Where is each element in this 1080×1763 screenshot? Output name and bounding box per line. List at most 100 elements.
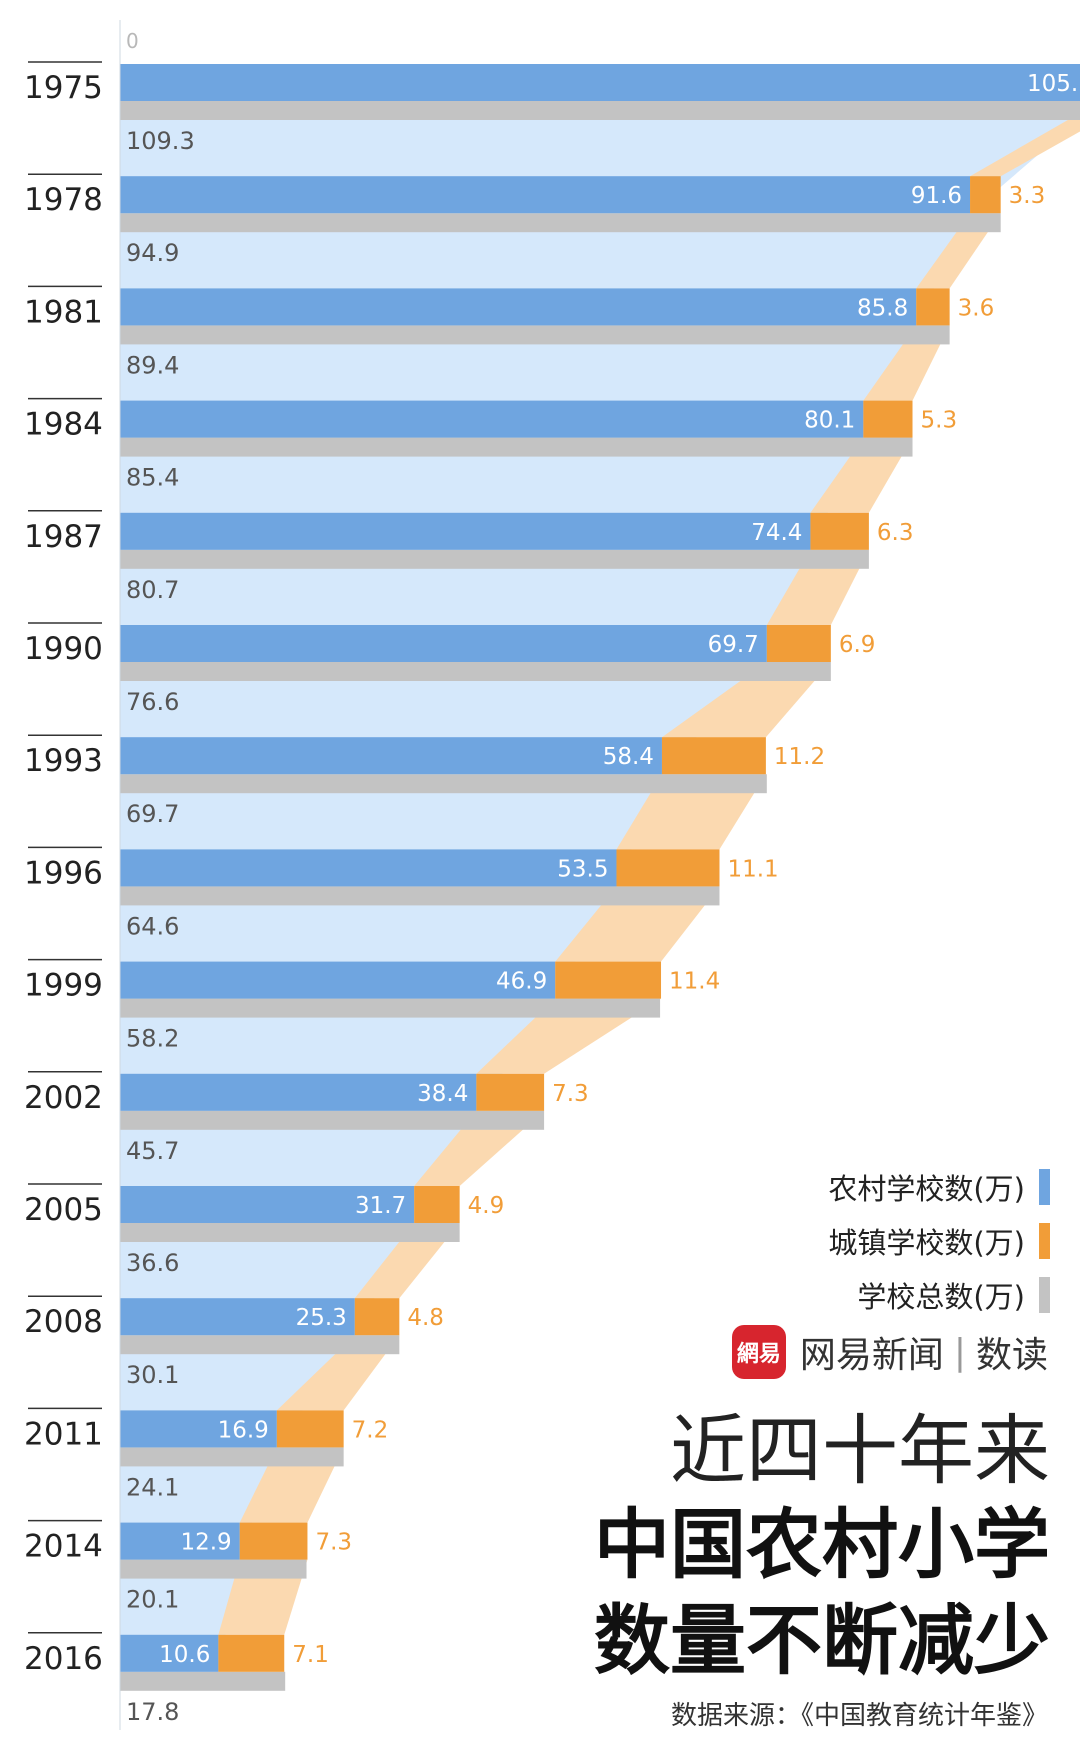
urban-bar-2002 [476, 1073, 545, 1111]
total-bar-1987 [120, 549, 869, 569]
year-label-2014: 2014 [24, 1529, 103, 1565]
total-value-label-1996: 64.6 [126, 912, 179, 940]
rural-value-label-1999: 46.9 [496, 969, 547, 995]
total-value-label-2002: 45.7 [126, 1137, 179, 1165]
urban-value-label-2002: 7.3 [552, 1081, 589, 1107]
urban-bar-1984 [863, 400, 913, 438]
rural-bar-1975 [120, 64, 1080, 101]
brand: 網易 网易新闻 | 数读 [731, 1325, 1048, 1379]
urban-value-label-1978: 3.3 [1009, 183, 1046, 209]
urban-value-label-2016: 7.1 [292, 1642, 329, 1668]
urban-bar-1993 [661, 737, 766, 775]
urban-value-label-1984: 5.3 [921, 408, 958, 434]
total-value-label-2011: 24.1 [126, 1473, 179, 1501]
year-label-1987: 1987 [24, 519, 103, 555]
rural-bar-1978 [120, 176, 971, 214]
legend-item-urban: 城镇学校数(万) [550, 1214, 1050, 1268]
year-label-1993: 1993 [24, 743, 103, 779]
total-value-label-1999: 58.2 [126, 1025, 179, 1053]
urban-value-label-1996: 11.1 [727, 856, 778, 882]
legend-swatch-rural [1039, 1169, 1050, 1205]
rural-bar-1984 [120, 400, 864, 438]
year-label-2005: 2005 [24, 1192, 103, 1228]
year-label-1981: 1981 [24, 294, 103, 330]
rural-value-label-1996: 53.5 [557, 856, 608, 882]
rural-bar-1993 [120, 737, 662, 775]
title-line-1: 近四十年来 [670, 1406, 1050, 1495]
rural-value-label-1993: 58.4 [603, 744, 654, 770]
rural-bar-1999 [120, 961, 556, 999]
rural-value-label-1981: 85.8 [857, 295, 908, 321]
title-line-3: 数量不断减少 [594, 1596, 1050, 1685]
legend-item-rural: 农村学校数(万) [550, 1160, 1050, 1214]
title-block: 近四十年来 中国农村小学 数量不断减少 [594, 1405, 1050, 1689]
legend-swatch-total [1039, 1277, 1050, 1313]
rural-bar-2005 [120, 1186, 415, 1223]
year-label-2011: 2011 [24, 1416, 103, 1452]
rural-value-label-1978: 91.6 [911, 183, 962, 209]
rural-bar-2016 [120, 1634, 219, 1672]
legend-swatch-urban [1039, 1223, 1050, 1259]
urban-value-label-2014: 7.3 [315, 1530, 352, 1556]
total-value-label-1975: 109.3 [126, 127, 195, 155]
year-label-1996: 1996 [24, 855, 103, 891]
total-bar-2005 [120, 1223, 460, 1242]
urban-value-label-2011: 7.2 [352, 1417, 389, 1443]
rural-value-label-2005: 31.7 [355, 1193, 406, 1219]
urban-bar-1990 [766, 625, 831, 662]
total-bar-1975 [120, 101, 1080, 120]
total-value-label-1981: 89.4 [126, 351, 179, 379]
year-label-1999: 1999 [24, 968, 103, 1004]
legend-label-rural: 农村学校数(万) [828, 1172, 1025, 1206]
total-value-label-1984: 85.4 [126, 464, 179, 492]
total-bar-1981 [120, 325, 950, 345]
total-bar-1990 [120, 662, 831, 681]
total-bar-2011 [120, 1447, 344, 1467]
urban-value-label-2008: 4.8 [407, 1305, 444, 1331]
urban-bar-1996 [616, 849, 720, 887]
total-bar-1978 [120, 213, 1001, 233]
urban-bar-1999 [555, 961, 662, 999]
total-value-label-1978: 94.9 [126, 239, 179, 267]
rural-value-label-1990: 69.7 [708, 632, 759, 658]
total-bar-2016 [120, 1671, 286, 1691]
year-label-1978: 1978 [24, 182, 103, 218]
urban-bar-2016 [218, 1634, 285, 1672]
rural-bar-2008 [120, 1298, 355, 1336]
urban-bar-1978 [970, 176, 1001, 214]
year-label-1990: 1990 [24, 631, 103, 667]
zero-axis-label: 0 [126, 29, 139, 53]
total-bar-2014 [120, 1559, 307, 1579]
legend-item-total: 学校总数(万) [550, 1268, 1050, 1322]
brand-name: 网易新闻 [799, 1335, 944, 1376]
rural-value-label-2014: 12.9 [180, 1530, 231, 1556]
urban-bar-2005 [414, 1186, 460, 1223]
urban-value-label-2005: 4.9 [468, 1193, 505, 1219]
year-label-1975: 1975 [24, 70, 103, 106]
legend-label-total: 学校总数(万) [857, 1280, 1025, 1314]
total-bar-1993 [120, 774, 767, 794]
total-value-label-2005: 36.6 [126, 1249, 179, 1277]
rural-bar-1996 [120, 849, 617, 887]
rural-bar-1990 [120, 625, 767, 662]
total-value-label-2014: 20.1 [126, 1586, 179, 1614]
netease-logo-icon: 網易 [731, 1325, 786, 1379]
legend: 农村学校数(万) 城镇学校数(万) 学校总数(万) [550, 1160, 1050, 1322]
year-label-1984: 1984 [24, 407, 103, 443]
rural-bar-2014 [120, 1522, 240, 1560]
rural-value-label-1984: 80.1 [804, 408, 855, 434]
urban-bar-2011 [276, 1410, 344, 1448]
rural-value-label-2002: 38.4 [417, 1081, 468, 1107]
urban-value-label-1999: 11.4 [669, 969, 720, 995]
urban-bar-1981 [916, 288, 950, 326]
total-bar-2002 [120, 1110, 545, 1130]
rural-value-label-1987: 74.4 [751, 520, 802, 546]
rural-value-label-2008: 25.3 [296, 1305, 347, 1331]
total-value-label-1990: 76.6 [126, 688, 179, 716]
legend-label-urban: 城镇学校数(万) [828, 1226, 1025, 1260]
urban-value-label-1993: 11.2 [774, 744, 825, 770]
labels-layer: 1975 105.7 3.6 109.3 1978 91.6 3.3 94.9 1981 85.8… [24, 61, 1080, 1726]
brand-section: 数读 [975, 1335, 1048, 1376]
urban-bar-2008 [354, 1298, 400, 1336]
source-note: 数据来源：《中国教育统计年鉴》 [670, 1701, 1048, 1731]
